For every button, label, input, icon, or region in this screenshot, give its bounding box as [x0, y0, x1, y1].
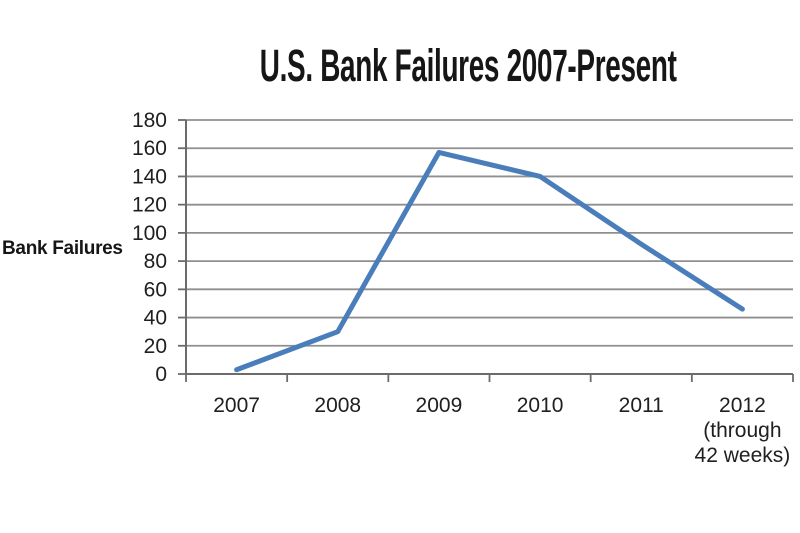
x-tick-label-line: 2010	[517, 394, 564, 417]
series-line-bank-failures	[234, 149, 745, 373]
y-tick-label: 100	[132, 222, 167, 245]
y-tick-label: 60	[144, 278, 167, 301]
y-tick-label: 20	[144, 335, 167, 358]
y-tick-label: 140	[132, 165, 167, 188]
x-tick-label-line: (through	[703, 419, 781, 442]
chart-title: U.S. Bank Failures 2007-Present	[132, 43, 677, 99]
x-tick-label: 2012 (through 42 weeks)	[695, 394, 791, 467]
y-tick-label: 160	[132, 137, 167, 160]
y-tick-label: 0	[155, 363, 167, 386]
x-tick-label-line: 2011	[619, 394, 664, 417]
y-axis-title: Bank Failures	[2, 238, 123, 259]
x-tick-label-line: 2012	[719, 394, 766, 417]
x-tick-label-line: 42 weeks)	[695, 444, 791, 467]
x-tick-label: 2011	[619, 394, 664, 417]
x-tick-label: 2008	[314, 394, 361, 417]
x-tick-label-line: 2008	[314, 394, 361, 417]
y-tick-label: 180	[132, 109, 167, 132]
x-tick-label-line: 2007	[213, 394, 260, 417]
y-tick-label: 40	[144, 307, 167, 330]
y-tick-label: 120	[132, 194, 167, 217]
x-tick-label: 2010	[517, 394, 564, 417]
chart-title-text: U.S. Bank Failures 2007-Present	[259, 40, 677, 91]
y-tick-label: 80	[144, 250, 167, 273]
x-tick-label: 2007	[213, 394, 260, 417]
x-tick-label: 2009	[416, 394, 463, 417]
x-tick-label-line: 2009	[416, 394, 463, 417]
